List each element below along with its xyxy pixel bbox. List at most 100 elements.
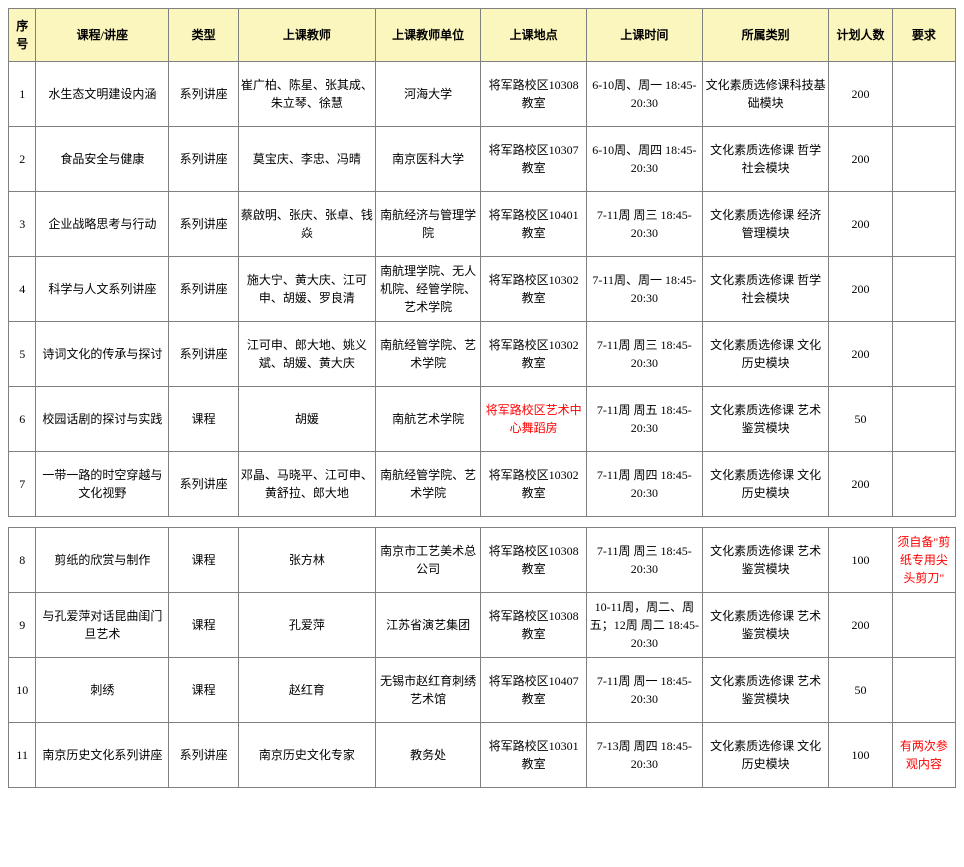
cell: 9 — [9, 593, 36, 658]
cell: 7-11周 周五 18:45-20:30 — [586, 387, 702, 452]
cell: 系列讲座 — [169, 192, 239, 257]
cell: 200 — [829, 127, 892, 192]
course-table-2: 8剪纸的欣赏与制作课程张方林南京市工艺美术总公司将军路校区10308教室7-11… — [8, 527, 956, 788]
cell: 6-10周、周一 18:45-20:30 — [586, 62, 702, 127]
cell: 文化素质选修课 艺术鉴赏模块 — [702, 658, 829, 723]
cell: 6 — [9, 387, 36, 452]
cell — [892, 62, 955, 127]
cell: 将军路校区10302教室 — [481, 257, 586, 322]
table-row: 2食品安全与健康系列讲座莫宝庆、李忠、冯晴南京医科大学将军路校区10307教室6… — [9, 127, 956, 192]
cell: 7-13周 周四 18:45-20:30 — [586, 723, 702, 788]
cell: 文化素质选修课 文化历史模块 — [702, 723, 829, 788]
cell: 刺绣 — [36, 658, 169, 723]
cell: 7-11周、周一 18:45-20:30 — [586, 257, 702, 322]
cell: 南京市工艺美术总公司 — [375, 528, 480, 593]
cell: 文化素质选修课 经济管理模块 — [702, 192, 829, 257]
cell: 1 — [9, 62, 36, 127]
cell: 2 — [9, 127, 36, 192]
cell: 施大宁、黄大庆、江可申、胡媛、罗良清 — [238, 257, 375, 322]
cell: 50 — [829, 658, 892, 723]
cell: 将军路校区10407教室 — [481, 658, 586, 723]
cell: 文化素质选修课 艺术鉴赏模块 — [702, 593, 829, 658]
col-header-5: 上课地点 — [481, 9, 586, 62]
cell: 须自备"剪纸专用尖头剪刀" — [892, 528, 955, 593]
col-header-3: 上课教师 — [238, 9, 375, 62]
cell: 南航经济与管理学院 — [375, 192, 480, 257]
cell — [892, 452, 955, 517]
cell: 8 — [9, 528, 36, 593]
cell: 南航经管学院、艺术学院 — [375, 452, 480, 517]
table-row: 10刺绣课程赵红育无锡市赵红育刺绣艺术馆将军路校区10407教室7-11周 周一… — [9, 658, 956, 723]
cell: 系列讲座 — [169, 257, 239, 322]
cell: 课程 — [169, 387, 239, 452]
cell: 一带一路的时空穿越与文化视野 — [36, 452, 169, 517]
cell: 课程 — [169, 658, 239, 723]
cell: 南航艺术学院 — [375, 387, 480, 452]
cell: 崔广柏、陈星、张其成、朱立琴、徐慧 — [238, 62, 375, 127]
cell: 食品安全与健康 — [36, 127, 169, 192]
cell: 课程 — [169, 593, 239, 658]
cell: 6-10周、周四 18:45-20:30 — [586, 127, 702, 192]
cell: 7-11周 周四 18:45-20:30 — [586, 452, 702, 517]
cell: 系列讲座 — [169, 62, 239, 127]
cell: 江苏省演艺集团 — [375, 593, 480, 658]
cell: 100 — [829, 528, 892, 593]
cell: 文化素质选修课 文化历史模块 — [702, 452, 829, 517]
cell: 有两次参观内容 — [892, 723, 955, 788]
cell — [892, 322, 955, 387]
table-row: 7一带一路的时空穿越与文化视野系列讲座邓晶、马晓平、江可申、黄舒拉、郎大地南航经… — [9, 452, 956, 517]
course-table-1: 序号课程/讲座类型上课教师上课教师单位上课地点上课时间所属类别计划人数要求 1水… — [8, 8, 956, 517]
cell: 10-11周，周二、周五；12周 周二 18:45-20:30 — [586, 593, 702, 658]
cell: 200 — [829, 322, 892, 387]
table-row: 3企业战略思考与行动系列讲座蔡啟明、张庆、张卓、钱焱南航经济与管理学院将军路校区… — [9, 192, 956, 257]
cell: 3 — [9, 192, 36, 257]
cell: 200 — [829, 452, 892, 517]
table-row: 1水生态文明建设内涵系列讲座崔广柏、陈星、张其成、朱立琴、徐慧河海大学将军路校区… — [9, 62, 956, 127]
col-header-7: 所属类别 — [702, 9, 829, 62]
cell: 赵红育 — [238, 658, 375, 723]
cell: 河海大学 — [375, 62, 480, 127]
cell — [892, 658, 955, 723]
cell: 孔爱萍 — [238, 593, 375, 658]
cell: 企业战略思考与行动 — [36, 192, 169, 257]
col-header-8: 计划人数 — [829, 9, 892, 62]
cell: 将军路校区10308教室 — [481, 593, 586, 658]
cell: 莫宝庆、李忠、冯晴 — [238, 127, 375, 192]
cell: 张方林 — [238, 528, 375, 593]
cell: 邓晶、马晓平、江可申、黄舒拉、郎大地 — [238, 452, 375, 517]
cell: 7 — [9, 452, 36, 517]
cell: 11 — [9, 723, 36, 788]
cell: 蔡啟明、张庆、张卓、钱焱 — [238, 192, 375, 257]
cell: 诗词文化的传承与探讨 — [36, 322, 169, 387]
table-row: 9与孔爱萍对话昆曲闺门旦艺术课程孔爱萍江苏省演艺集团将军路校区10308教室10… — [9, 593, 956, 658]
cell: 7-11周 周三 18:45-20:30 — [586, 322, 702, 387]
cell: 与孔爱萍对话昆曲闺门旦艺术 — [36, 593, 169, 658]
cell: 系列讲座 — [169, 452, 239, 517]
cell: 系列讲座 — [169, 723, 239, 788]
cell: 南京历史文化专家 — [238, 723, 375, 788]
cell: 200 — [829, 257, 892, 322]
cell: 南航经管学院、艺术学院 — [375, 322, 480, 387]
cell: 7-11周 周三 18:45-20:30 — [586, 528, 702, 593]
cell: 将军路校区艺术中心舞蹈房 — [481, 387, 586, 452]
cell: 5 — [9, 322, 36, 387]
col-header-1: 课程/讲座 — [36, 9, 169, 62]
cell: 将军路校区10302教室 — [481, 322, 586, 387]
cell — [892, 257, 955, 322]
cell: 文化素质选修课 艺术鉴赏模块 — [702, 528, 829, 593]
cell: 校园话剧的探讨与实践 — [36, 387, 169, 452]
cell: 200 — [829, 593, 892, 658]
cell: 4 — [9, 257, 36, 322]
col-header-9: 要求 — [892, 9, 955, 62]
cell: 将军路校区10302教室 — [481, 452, 586, 517]
cell: 将军路校区10308教室 — [481, 62, 586, 127]
cell: 课程 — [169, 528, 239, 593]
cell: 科学与人文系列讲座 — [36, 257, 169, 322]
cell: 文化素质选修课科技基础模块 — [702, 62, 829, 127]
cell: 文化素质选修课 哲学社会模块 — [702, 127, 829, 192]
cell: 10 — [9, 658, 36, 723]
cell: 将军路校区10301教室 — [481, 723, 586, 788]
table-row: 5诗词文化的传承与探讨系列讲座江可申、郎大地、姚义斌、胡媛、黄大庆南航经管学院、… — [9, 322, 956, 387]
cell: 文化素质选修课 哲学社会模块 — [702, 257, 829, 322]
cell — [892, 387, 955, 452]
